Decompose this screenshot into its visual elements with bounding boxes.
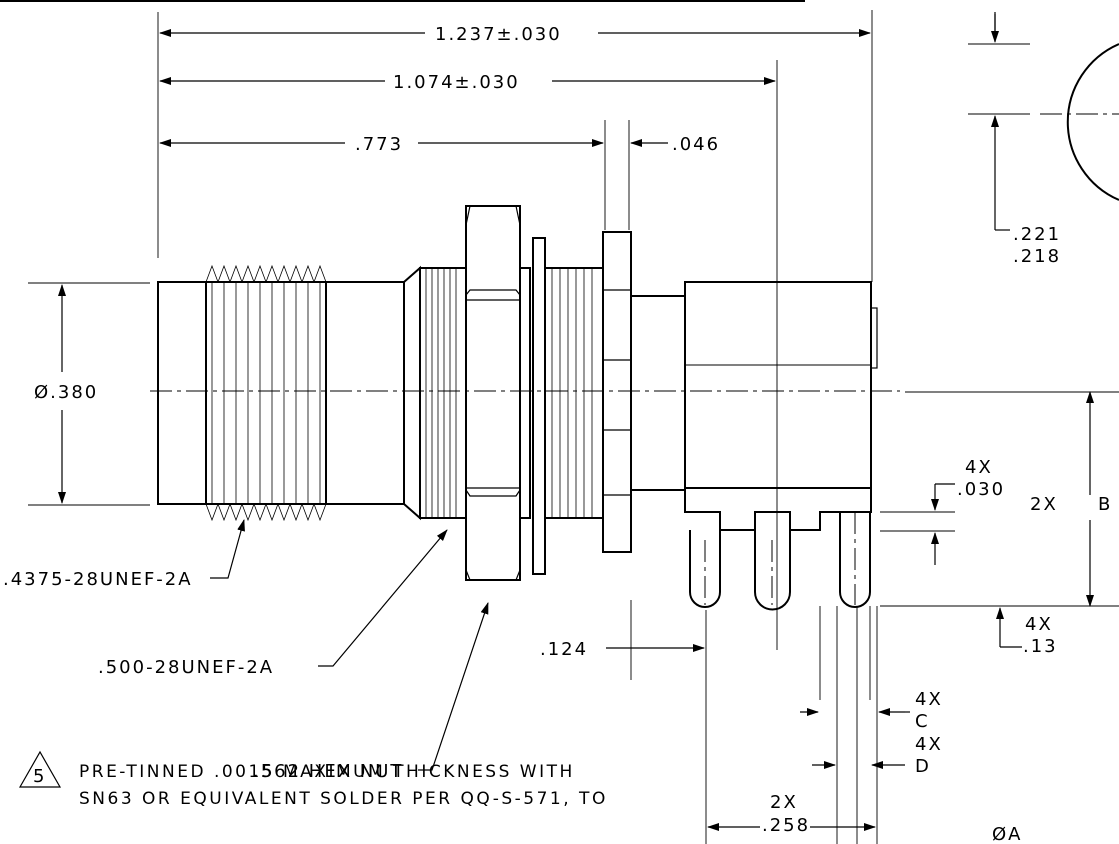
dim-pin-tip: .13 xyxy=(1023,636,1058,657)
dim-dia-bottom: .218 xyxy=(1013,246,1061,267)
note-flag-icon xyxy=(18,750,62,788)
dim-pin-step: .030 xyxy=(957,479,1005,500)
dim-bottom-height: B xyxy=(1098,494,1112,515)
note-line-1: PRE-TINNED .0015 MAXIMUM THICKNESS WITH xyxy=(79,762,575,782)
thread-callout-2: .500-28UNEF-2A xyxy=(98,657,274,678)
dim-thread-length: .773 xyxy=(355,134,403,155)
dim-pin-offset: .124 xyxy=(540,639,588,660)
dim-washer-gap: .046 xyxy=(672,134,720,155)
note-block: 5 PRE-TINNED .0015 MAXIMUM THICKNESS WIT… xyxy=(18,750,608,809)
dim-pin-spacing-qty: 2X xyxy=(770,792,798,813)
dim-mid-length: 1.074±.030 xyxy=(393,72,520,93)
thread-callout-1: .4375-28UNEF-2A xyxy=(3,569,193,590)
connector-body xyxy=(150,205,900,611)
end-view xyxy=(1040,43,1119,201)
dim-pin-width-qty: 4X xyxy=(915,734,943,755)
dim-pin-dia-qty: 4X xyxy=(915,689,943,710)
dimension-text: 1.237±.030 1.074±.030 .773 .046 .221 .21… xyxy=(3,24,1112,844)
dim-bottom-height-qty: 2X xyxy=(1030,494,1058,515)
dim-bottom-dia: ØA xyxy=(992,824,1022,844)
dim-dia-top: .221 xyxy=(1013,224,1061,245)
dim-pin-tip-qty: 4X xyxy=(1025,614,1053,635)
dim-overall-length: 1.237±.030 xyxy=(435,24,562,45)
dimension-lines xyxy=(58,12,1094,831)
dim-pin-spacing: .258 xyxy=(762,815,810,836)
extension-lines xyxy=(28,10,1119,844)
dim-pin-width: D xyxy=(915,756,931,777)
note-number: 5 xyxy=(33,766,46,787)
dim-pin-dia: C xyxy=(915,711,930,732)
hex-nut-callout: .562 HEX NUT xyxy=(253,761,403,782)
dim-body-diameter: Ø.380 xyxy=(34,382,98,403)
dim-pin-step-qty: 4X xyxy=(965,457,993,478)
leader-lines xyxy=(210,519,489,771)
note-line-2: SN63 OR EQUIVALENT SOLDER PER QQ-S-571, … xyxy=(79,789,608,809)
